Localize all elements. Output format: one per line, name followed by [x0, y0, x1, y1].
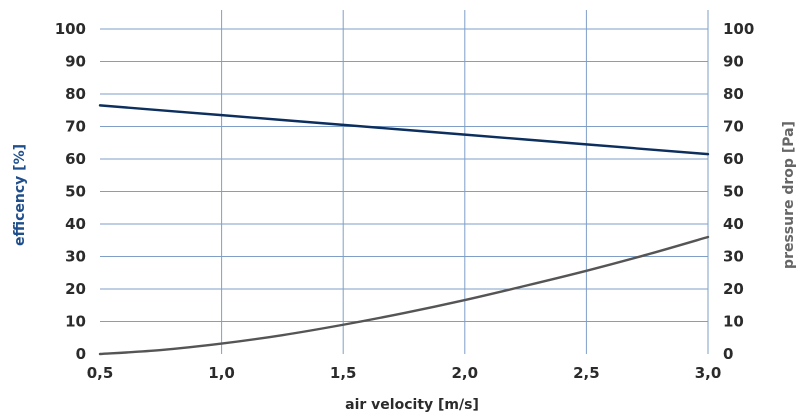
left-y-tick-label: 80 [65, 85, 86, 103]
left-y-tick-label: 20 [65, 280, 86, 298]
right-y-tick-label: 60 [723, 150, 744, 168]
left-y-tick-label: 60 [65, 150, 86, 168]
right-y-tick-label: 80 [723, 85, 744, 103]
series-group [98, 104, 710, 356]
left-y-tick-label: 100 [55, 20, 86, 38]
left-y-tick-label: 40 [65, 215, 86, 233]
pressure-drop-series-line [98, 235, 710, 356]
tick-labels: 0 0 10 10 20 20 30 30 40 40 50 50 60 60 70 70 80 80 90 90 10… [55, 20, 755, 382]
right-y-tick-label: 70 [723, 118, 744, 136]
right-y-axis-title: pressure drop [Pa] [781, 121, 797, 269]
x-tick-label: 1,0 [208, 364, 235, 382]
x-axis-title: air velocity [m/s] [345, 397, 479, 413]
left-y-tick-label: 0 [76, 345, 86, 363]
x-tick-label: 0,5 [87, 364, 114, 382]
left-y-tick-label: 30 [65, 248, 86, 266]
right-y-tick-label: 100 [723, 20, 754, 38]
right-y-tick-label: 40 [723, 215, 744, 233]
left-y-axis-title: efficency [%] [12, 144, 28, 246]
x-tick-label: 1,5 [330, 364, 357, 382]
left-y-tick-label: 50 [65, 183, 86, 201]
grid [100, 10, 709, 354]
right-y-tick-label: 0 [723, 345, 733, 363]
left-y-tick-label: 10 [65, 313, 86, 331]
efficiency-series-line [98, 104, 710, 156]
right-y-tick-label: 30 [723, 248, 744, 266]
x-tick-label: 2,5 [573, 364, 600, 382]
x-tick-label: 2,0 [452, 364, 479, 382]
left-y-tick-label: 90 [65, 53, 86, 71]
right-y-tick-label: 50 [723, 183, 744, 201]
x-tick-label: 3,0 [695, 364, 722, 382]
right-y-tick-label: 10 [723, 313, 744, 331]
left-y-tick-label: 70 [65, 118, 86, 136]
right-y-tick-label: 90 [723, 53, 744, 71]
right-y-tick-label: 20 [723, 280, 744, 298]
